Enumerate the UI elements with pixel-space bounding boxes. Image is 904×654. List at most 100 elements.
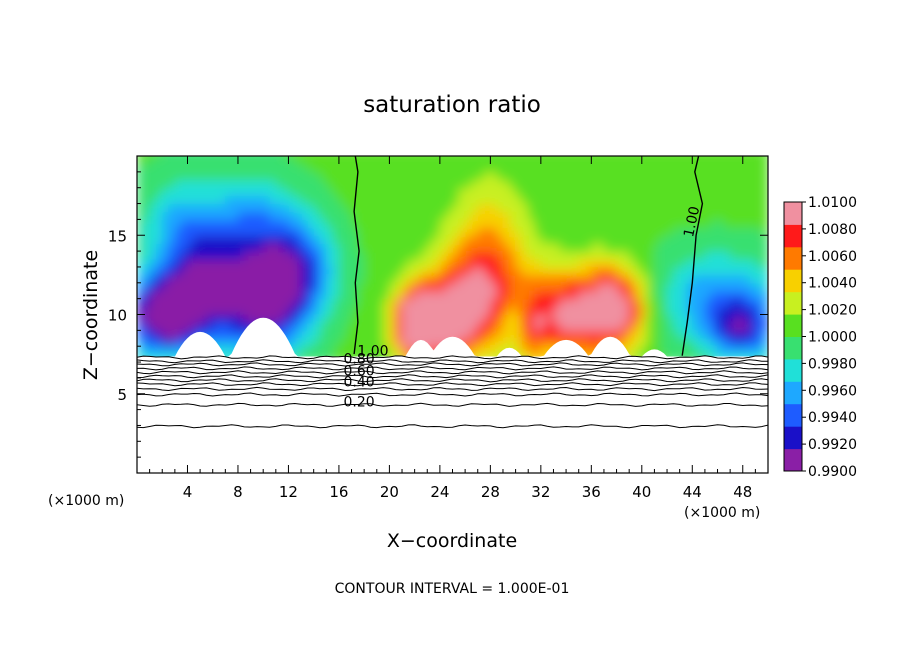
field-cell [730,219,738,229]
field-cell [736,251,744,260]
field-cell [667,243,675,252]
field-cell [143,290,151,300]
field-cell [503,259,511,268]
field-cell [585,322,593,332]
field-cell [149,346,157,355]
field-cell [389,274,397,284]
field-cell [206,298,214,308]
field-cell [294,314,302,324]
field-cell [711,203,719,213]
field-cell [181,314,189,324]
field-cell [288,195,296,205]
field-cell [528,314,536,324]
field-cell [711,298,719,308]
field-cell [496,314,504,324]
field-cell [559,298,567,308]
field-cell [528,338,536,347]
field-cell [174,163,182,173]
field-cell [603,187,611,197]
field-cell [578,314,586,324]
field-cell [345,274,353,284]
field-cell [446,219,454,229]
field-cell [622,330,630,340]
field-cell [143,338,151,347]
field-cell [635,251,643,260]
field-cell [389,179,397,189]
y-tick-label: 10 [108,307,127,325]
field-cell [641,203,649,213]
field-cell [572,219,580,229]
field-cell [376,251,384,260]
field-cell [471,274,479,284]
field-cell [540,282,548,292]
field-cell [610,298,618,308]
contour-labels: 1.000.800.600.400.201.00 [344,205,704,411]
field-cell [225,163,233,173]
field-cell [686,251,694,260]
field-cell [263,179,271,189]
field-cell [503,171,511,181]
field-cell [420,266,428,276]
field-cell [528,211,536,221]
field-cell [660,266,668,276]
field-cell [383,298,391,308]
field-cell [755,290,763,300]
field-cell [496,163,504,173]
field-cell [212,156,220,165]
field-cell [490,274,498,284]
field-cell [654,235,662,244]
field-cell [193,156,201,165]
field-cell [736,171,744,181]
field-cell [439,195,447,205]
field-cell [263,274,271,284]
field-cell [288,330,296,340]
field-cell [168,330,176,340]
field-cell [200,298,208,308]
field-cell [654,211,662,221]
field-cell [547,251,555,260]
field-cell [345,163,353,173]
field-cell [553,235,561,244]
field-cell [578,227,586,236]
field-cell [736,322,744,332]
field-cell [679,211,687,221]
field-cell [414,227,422,236]
field-cell [219,322,227,332]
field-cell [597,330,605,340]
field-cell [458,219,466,229]
field-cell [692,259,700,268]
field-cell [736,219,744,229]
field-cell [648,274,656,284]
field-cell [301,203,309,213]
field-cell [320,227,328,236]
field-cell [155,251,163,260]
field-cell [187,259,195,268]
field-cell [282,156,290,165]
field-cell [389,203,397,213]
field-cell [162,298,170,308]
field-cell [420,314,428,324]
field-cell [301,306,309,316]
field-cell [686,156,694,165]
field-cell [250,219,258,229]
field-cell [692,195,700,205]
field-cell [282,306,290,316]
field-cell [471,251,479,260]
field-cell [465,219,473,229]
field-cell [238,282,246,292]
field-cell [711,179,719,189]
field-cell [591,156,599,165]
field-cell [490,259,498,268]
field-cell [515,259,523,268]
field-cell [667,219,675,229]
field-cell [597,266,605,276]
field-cell [345,306,353,316]
field-cell [414,156,422,165]
field-cell [256,187,264,197]
field-cell [465,274,473,284]
field-cell [484,235,492,244]
field-cell [326,346,334,355]
field-cell [402,179,410,189]
field-cell [742,306,750,316]
field-cell [660,171,668,181]
